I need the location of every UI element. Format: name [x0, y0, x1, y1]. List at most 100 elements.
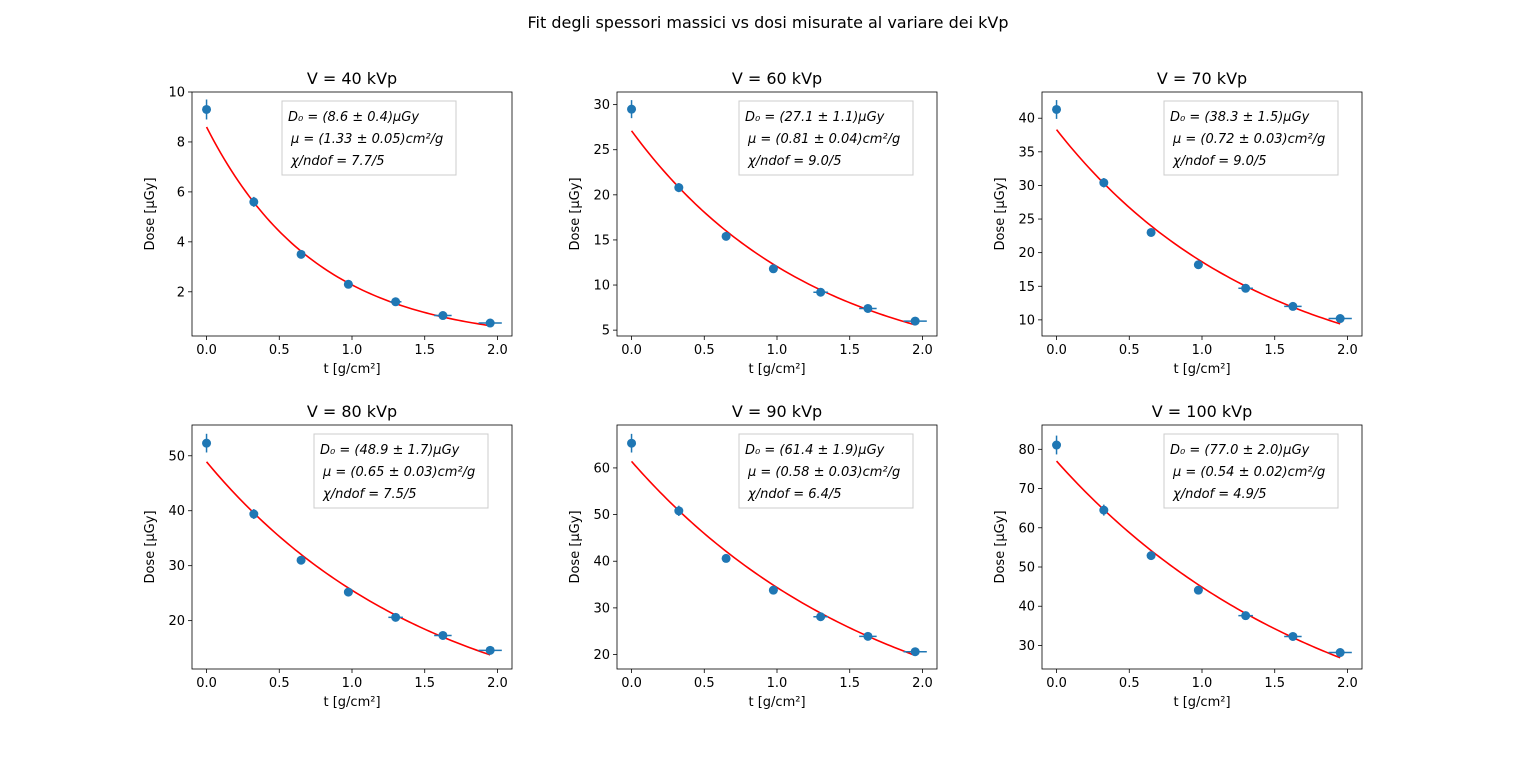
y-tick-label: 30: [593, 98, 610, 113]
plot-area: [202, 99, 502, 328]
x-axis-label: t [g/cm²]: [748, 695, 805, 710]
plot-area: [1052, 100, 1352, 325]
data-point: [910, 316, 920, 326]
x-tick-label: 0.0: [621, 676, 642, 691]
legend-box: [738, 100, 914, 176]
data-point: [721, 553, 731, 563]
y-tick-label: 30: [593, 601, 610, 616]
y-tick-label: 40: [593, 555, 610, 570]
data-point: [485, 318, 495, 328]
y-tick-label: 50: [593, 508, 610, 523]
data-point: [863, 631, 873, 641]
y-tick-label: 20: [593, 648, 610, 663]
x-tick-label: 0.0: [621, 343, 642, 358]
y-tick-label: 40: [1018, 112, 1035, 127]
y-tick-label: 30: [168, 559, 185, 574]
legend-d0: D₀ = (61.4 ± 1.9)μGy: [745, 443, 885, 458]
figure-title: Fit degli spessori massici vs dosi misur…: [527, 13, 1008, 32]
x-tick-label: 2.0: [1337, 343, 1358, 358]
data-point: [343, 279, 353, 289]
data-point: [391, 612, 401, 622]
legend-box: [313, 433, 489, 509]
data-point: [627, 438, 637, 448]
x-axis-label: t [g/cm²]: [323, 362, 380, 377]
y-tick-label: 20: [168, 614, 185, 629]
y-tick-label: 20: [593, 188, 610, 203]
y-tick-label: 60: [593, 461, 610, 476]
y-tick-label: 25: [593, 143, 610, 158]
x-tick-label: 1.0: [1192, 343, 1213, 358]
y-axis-label: Dose [μGy]: [143, 510, 158, 583]
data-point: [1146, 227, 1156, 237]
x-tick-label: 2.0: [1337, 676, 1358, 691]
axes-frame: [191, 424, 513, 670]
legend-box: [281, 100, 457, 176]
chart-title: V = 80 kVp: [307, 402, 397, 421]
x-tick-label: 0.5: [269, 343, 290, 358]
axes-frame: [1041, 91, 1363, 337]
y-axis-label: Dose [μGy]: [993, 510, 1008, 583]
legend-chi: χ/ndof = 6.4/5: [747, 487, 842, 502]
x-tick-label: 1.0: [342, 676, 363, 691]
data-point: [863, 303, 873, 313]
data-point: [249, 509, 259, 519]
data-point: [1241, 611, 1251, 621]
y-tick-label: 8: [177, 135, 185, 150]
plot-area: [627, 100, 927, 326]
axes-frame: [1041, 424, 1363, 670]
legend-mu: μ = (1.33 ± 0.05)cm²/g: [290, 132, 443, 147]
y-axis-label: Dose [μGy]: [143, 177, 158, 250]
x-tick-label: 1.0: [342, 343, 363, 358]
x-tick-label: 2.0: [912, 676, 933, 691]
data-point: [1335, 648, 1345, 658]
legend-mu: μ = (0.58 ± 0.03)cm²/g: [747, 465, 900, 480]
x-tick-label: 1.5: [839, 676, 860, 691]
x-tick-label: 1.5: [1264, 343, 1285, 358]
chart-panel: V = 60 kVp 0.0 0.5 1.0 1.5 2.0 5 10 15 20 25 30 t [g…: [568, 69, 938, 377]
chart-title: V = 40 kVp: [307, 69, 397, 88]
y-axis-label: Dose [μGy]: [993, 177, 1008, 250]
y-tick-label: 70: [1018, 482, 1035, 497]
x-tick-label: 1.0: [767, 343, 788, 358]
chart-title: V = 60 kVp: [732, 69, 822, 88]
axes-frame: [191, 91, 513, 337]
y-tick-label: 10: [168, 86, 185, 101]
data-point: [1099, 505, 1109, 515]
data-point: [627, 104, 637, 114]
data-point: [768, 264, 778, 274]
x-tick-label: 2.0: [912, 343, 933, 358]
legend-d0: D₀ = (27.1 ± 1.1)μGy: [745, 110, 885, 125]
y-tick-label: 20: [1018, 246, 1035, 261]
axes-frame: [616, 91, 938, 337]
x-axis-label: t [g/cm²]: [1173, 695, 1230, 710]
x-tick-label: 0.5: [694, 676, 715, 691]
data-point: [1288, 631, 1298, 641]
data-point: [438, 311, 448, 321]
y-tick-label: 25: [1018, 213, 1035, 228]
y-tick-label: 10: [1018, 313, 1035, 328]
data-point: [249, 197, 259, 207]
legend-d0: D₀ = (38.3 ± 1.5)μGy: [1170, 110, 1310, 125]
x-tick-label: 0.5: [1119, 676, 1140, 691]
data-point: [1052, 440, 1062, 450]
legend-box: [1163, 100, 1339, 176]
x-tick-label: 0.5: [1119, 343, 1140, 358]
x-tick-label: 1.5: [839, 343, 860, 358]
chart-panel: V = 40 kVp 0.0 0.5 1.0 1.5 2.0 2 4 6 8 10 t [g/cm²]…: [143, 69, 513, 377]
legend-mu: μ = (0.54 ± 0.02)cm²/g: [1172, 465, 1325, 480]
x-tick-label: 2.0: [487, 676, 508, 691]
data-point: [910, 647, 920, 657]
axes-frame: [616, 424, 938, 670]
x-tick-label: 0.5: [269, 676, 290, 691]
x-axis-label: t [g/cm²]: [748, 362, 805, 377]
data-point: [1052, 104, 1062, 114]
y-tick-label: 60: [1018, 521, 1035, 536]
x-tick-label: 0.0: [1046, 343, 1067, 358]
data-point: [438, 630, 448, 640]
data-point: [485, 645, 495, 655]
x-axis-label: t [g/cm²]: [323, 695, 380, 710]
y-tick-label: 35: [1018, 145, 1035, 160]
legend-chi: χ/ndof = 7.7/5: [290, 154, 385, 169]
